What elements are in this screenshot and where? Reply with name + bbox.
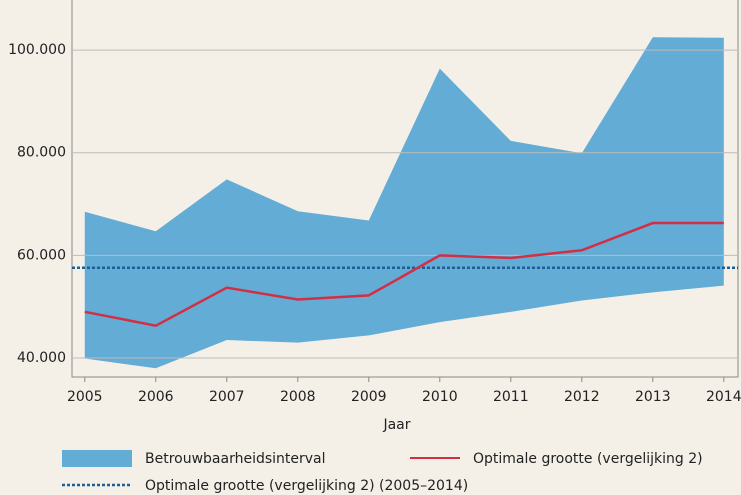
y-tick-label: 40.000 — [17, 350, 66, 366]
y-tick-label: 100.000 — [8, 42, 66, 58]
plot-frame — [71, 0, 739, 378]
x-tick-label: 2005 — [67, 389, 103, 405]
x-tick-label: 2012 — [564, 389, 600, 405]
x-tick-label: 2008 — [280, 389, 316, 405]
legend-label: Betrouwbaarheidsinterval — [145, 451, 326, 467]
y-tick-label: 80.000 — [17, 145, 66, 161]
x-tick-label: 2009 — [351, 389, 387, 405]
x-axis-label: Jaar — [382, 417, 410, 433]
legend-swatch — [62, 450, 132, 467]
confidence-band — [84, 37, 724, 369]
series-line — [84, 221, 724, 327]
x-tick-label: 2013 — [635, 389, 671, 405]
x-tick-label: 2010 — [422, 389, 458, 405]
x-tick-label: 2006 — [138, 389, 174, 405]
y-tick-label: 60.000 — [17, 247, 66, 263]
x-tick-label: 2011 — [493, 389, 529, 405]
x-tick-label: 2007 — [209, 389, 245, 405]
legend-label: Optimale grootte (vergelijking 2) (2005–… — [145, 478, 468, 494]
x-tick-label: 2014 — [706, 389, 741, 405]
legend-label: Optimale grootte (vergelijking 2) — [473, 451, 703, 467]
